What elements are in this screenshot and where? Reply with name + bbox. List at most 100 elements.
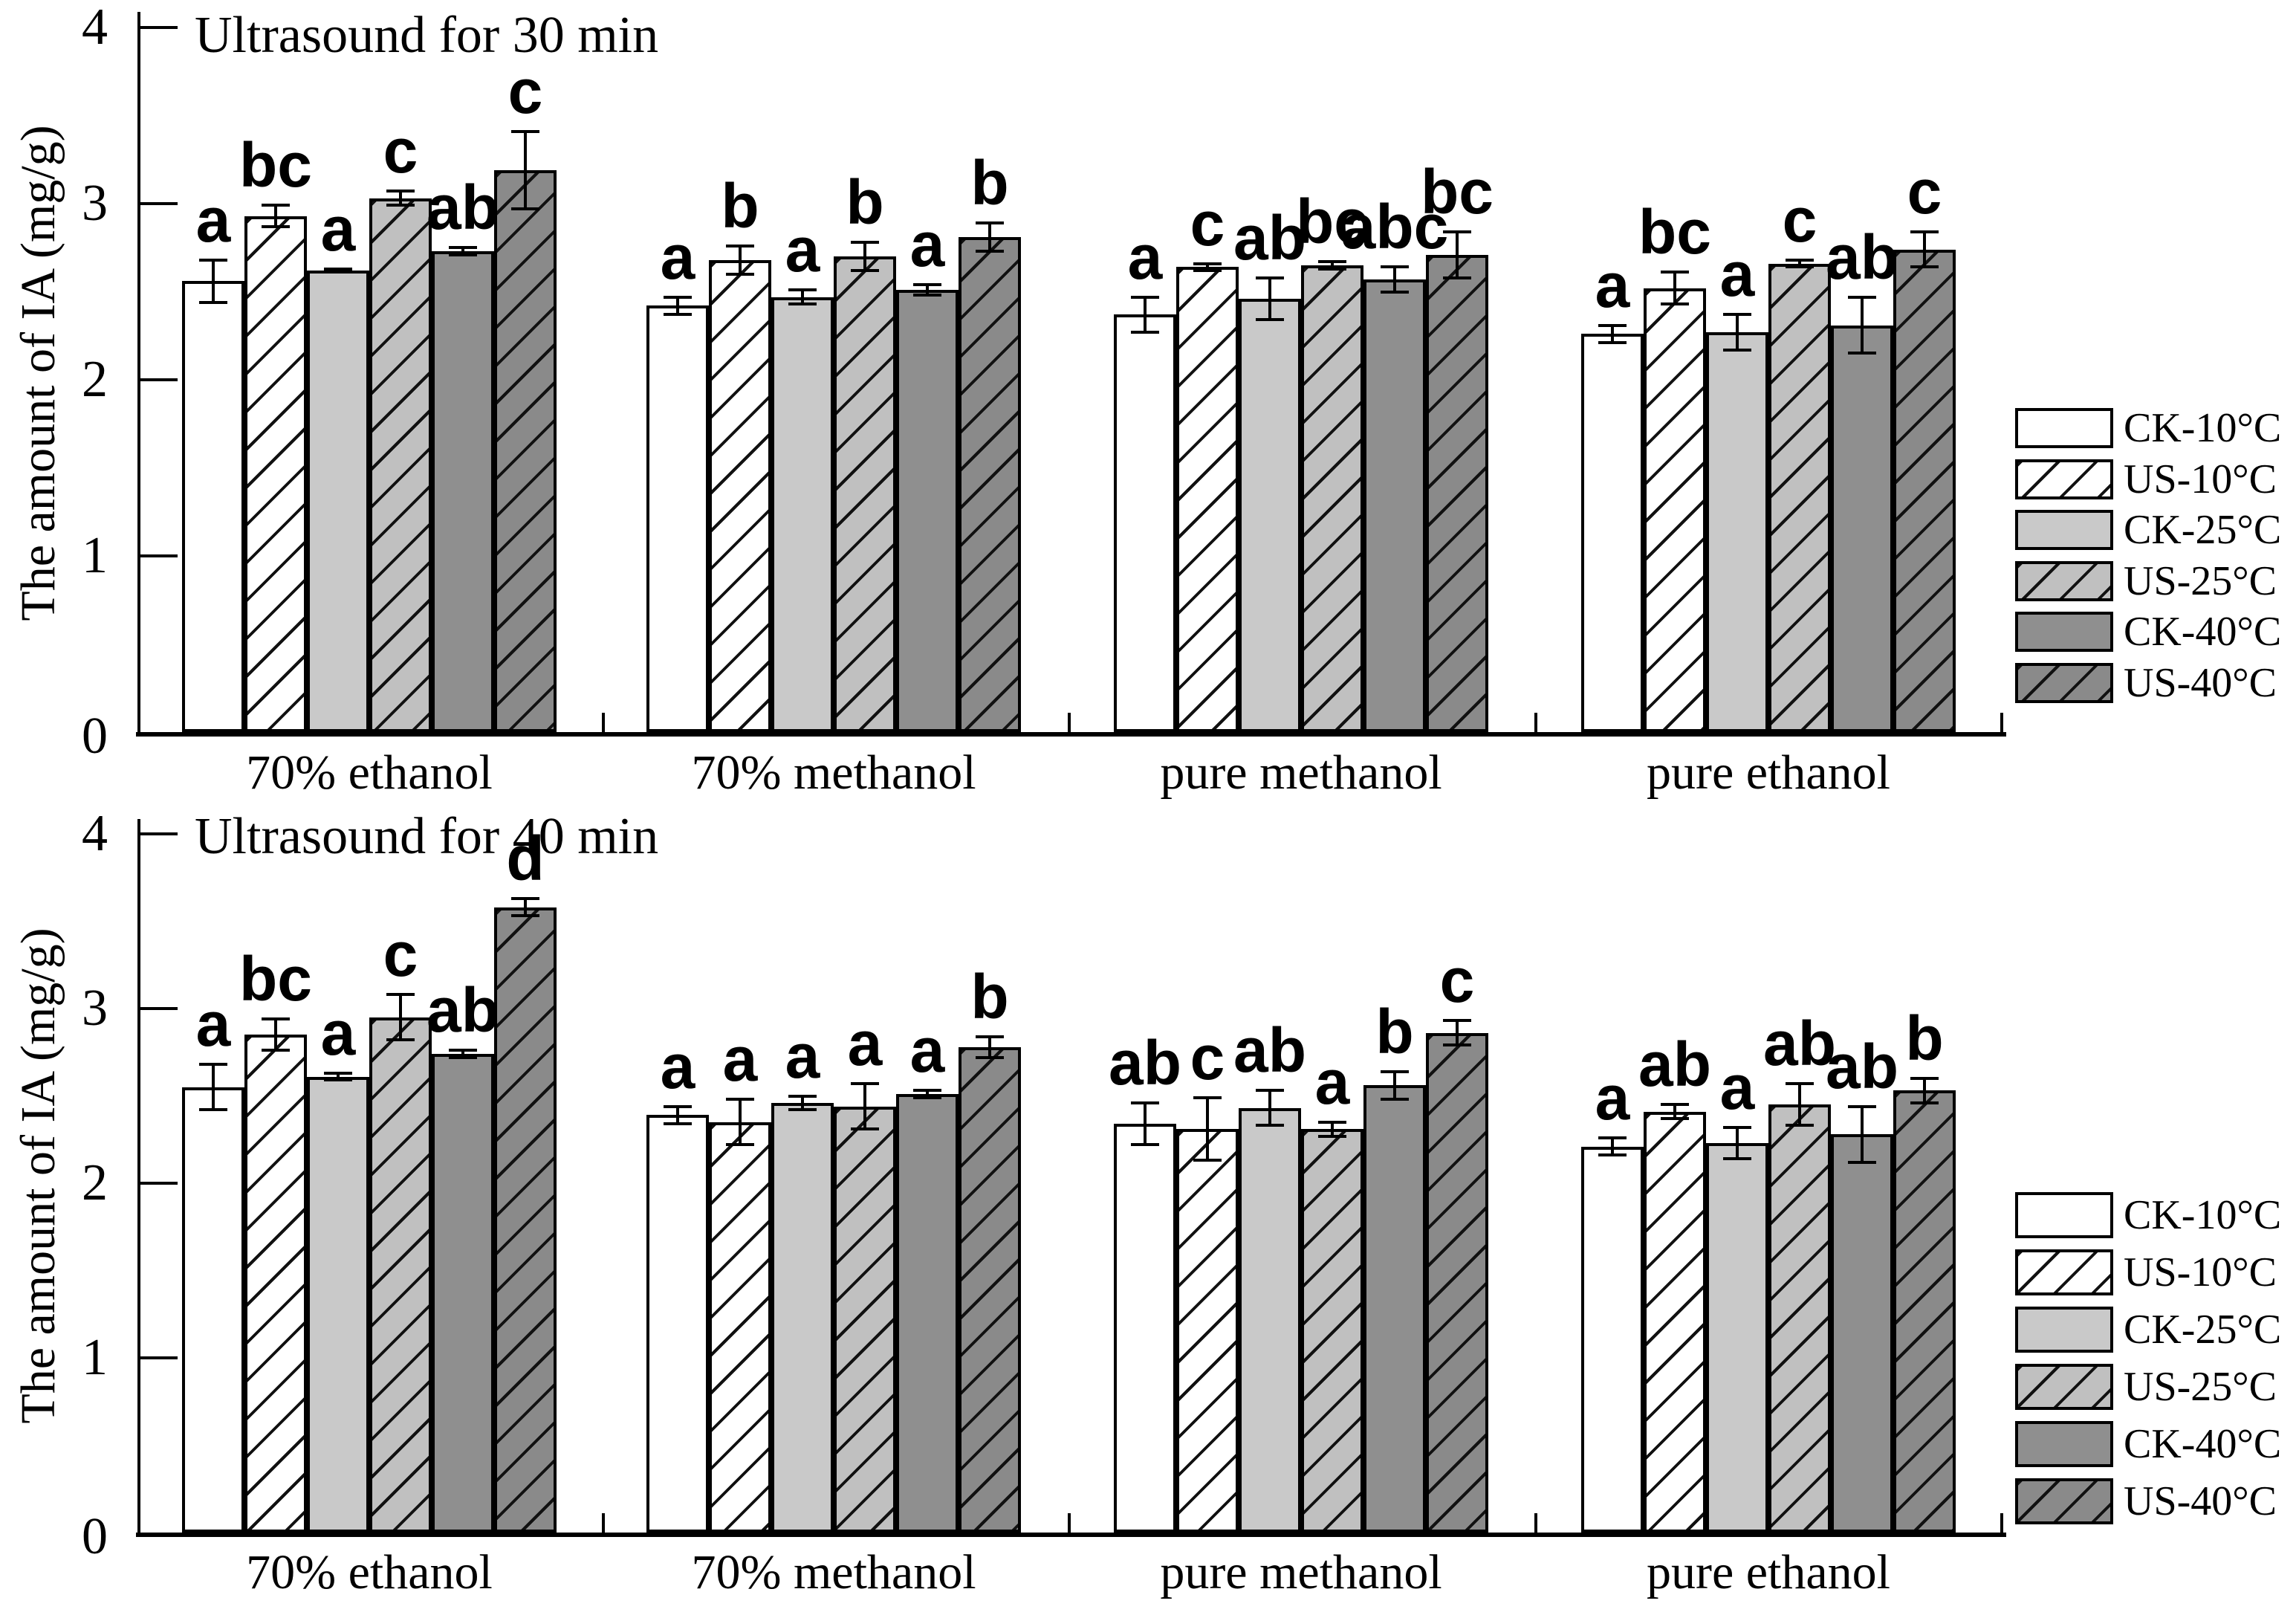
x-divider-tick [1534,713,1537,732]
bar-ck-10c [182,1087,244,1533]
legend-label: US-40°C [2124,1478,2277,1524]
significance-letter: a [660,221,695,292]
error-bar-line [1456,1020,1459,1046]
error-bar-cap-bottom [1256,318,1284,322]
error-bar-cap-top [1318,1120,1346,1124]
y-tick [140,1007,178,1010]
legend-swatch-us-25c [2015,560,2113,601]
bar-us-10c [1176,1129,1239,1533]
error-bar-cap-bottom [726,1143,754,1147]
error-bar-cap-bottom [1723,348,1751,352]
y-tick-label: 4 [82,0,108,56]
error-bar-cap-bottom [1598,341,1627,345]
bar-ck-10c [182,281,244,732]
y-tick [140,26,178,29]
significance-letter: b [1375,996,1414,1067]
error-bar-cap-bottom [511,207,539,211]
error-bar-line [1673,272,1676,305]
error-bar-line [1456,231,1459,278]
error-bar-cap-top [511,896,539,900]
error-bar-cap-bottom [726,272,754,276]
error-bar-line [1923,1078,1926,1103]
error-bar-cap-top [788,288,817,292]
error-bar-cap-bottom [851,1127,879,1131]
bar-us-25c [369,198,432,732]
bar-ck-10c [1581,334,1644,732]
x-category-label: pure ethanol [1646,745,1891,800]
significance-letter: b [846,167,884,238]
error-bar-cap-bottom [1381,290,1409,294]
significance-letter: a [195,989,231,1060]
bar-us-25c [834,256,896,732]
error-bar-line [801,290,804,305]
legend-label: US-25°C [2124,557,2277,604]
error-bar-cap-bottom [1598,1153,1627,1157]
significance-letter: a [1719,239,1755,310]
error-bar-cap-top [664,295,692,299]
significance-letter: abc [1340,192,1449,262]
error-bar-cap-bottom [324,1078,352,1082]
error-bar-line [1798,1084,1801,1126]
bar-ck-25c [1239,298,1301,732]
legend-label: US-40°C [2124,659,2277,706]
bar-us-10c [244,216,307,732]
significance-letter: c [383,116,418,187]
significance-letter: a [660,1031,695,1101]
x-category-label: 70% ethanol [246,1545,493,1599]
significance-letter: b [970,148,1009,219]
error-bar-cap-bottom [1661,1117,1689,1121]
x-axis-line [136,732,2006,737]
error-bar-line [399,994,402,1041]
bar-ck-40c [1831,1134,1893,1533]
legend-label: US-10°C [2124,1249,2277,1295]
y-tick [140,554,178,557]
error-bar-line [1206,1097,1209,1161]
error-bar-cap-top [1723,1125,1751,1129]
error-bar-cap-top [1193,1096,1222,1099]
error-bar-cap-top [913,283,941,287]
error-bar-cap-top [1131,1101,1159,1104]
x-category-label: 70% methanol [691,1545,976,1599]
legend-swatch-us-40c [2015,662,2113,703]
legend-label: CK-40°C [2124,609,2282,655]
bar-us-10c [709,259,771,732]
error-bar-cap-top [1598,323,1627,327]
error-bar-cap-bottom [1910,265,1939,269]
significance-letter: ab [1233,1015,1307,1086]
error-bar-line [863,242,866,271]
error-bar-cap-top [324,267,352,271]
bar-us-25c [1768,1104,1831,1533]
significance-letter: ab [426,172,500,243]
error-bar-line [1611,325,1614,343]
error-bar-line [1144,297,1147,332]
error-bar-cap-bottom [913,1096,941,1099]
bar-us-40c [959,1046,1021,1533]
error-bar-cap-bottom [1131,331,1159,334]
bar-us-25c [1768,263,1831,732]
error-bar-cap-top [976,1035,1004,1038]
significance-letter: c [1190,1022,1225,1093]
error-bar-cap-bottom [199,300,227,304]
legend-swatch-ck-25c [2015,510,2113,550]
error-bar-cap-bottom [1786,1124,1814,1127]
bar-us-10c [1644,288,1706,732]
significance-letter: a [1127,221,1163,292]
x-category-label: pure methanol [1160,1545,1442,1599]
legend-swatch-ck-40c [2015,1421,2113,1467]
error-bar-line [1206,263,1209,271]
error-bar-cap-bottom [1723,1157,1751,1161]
x-divider-tick [1068,713,1071,732]
error-bar-cap-top [726,244,754,247]
error-bar-cap-bottom [1848,1160,1876,1164]
significance-letter: c [507,56,543,126]
significance-letter: a [722,1024,758,1095]
error-bar-cap-top [1786,1082,1814,1086]
error-bar-line [461,1050,464,1058]
error-bar-cap-top [449,246,477,250]
y-tick-label: 1 [82,1329,108,1386]
bar-us-40c [1893,249,1956,732]
error-bar-cap-top [1318,260,1346,264]
error-bar-cap-bottom [1131,1143,1159,1147]
